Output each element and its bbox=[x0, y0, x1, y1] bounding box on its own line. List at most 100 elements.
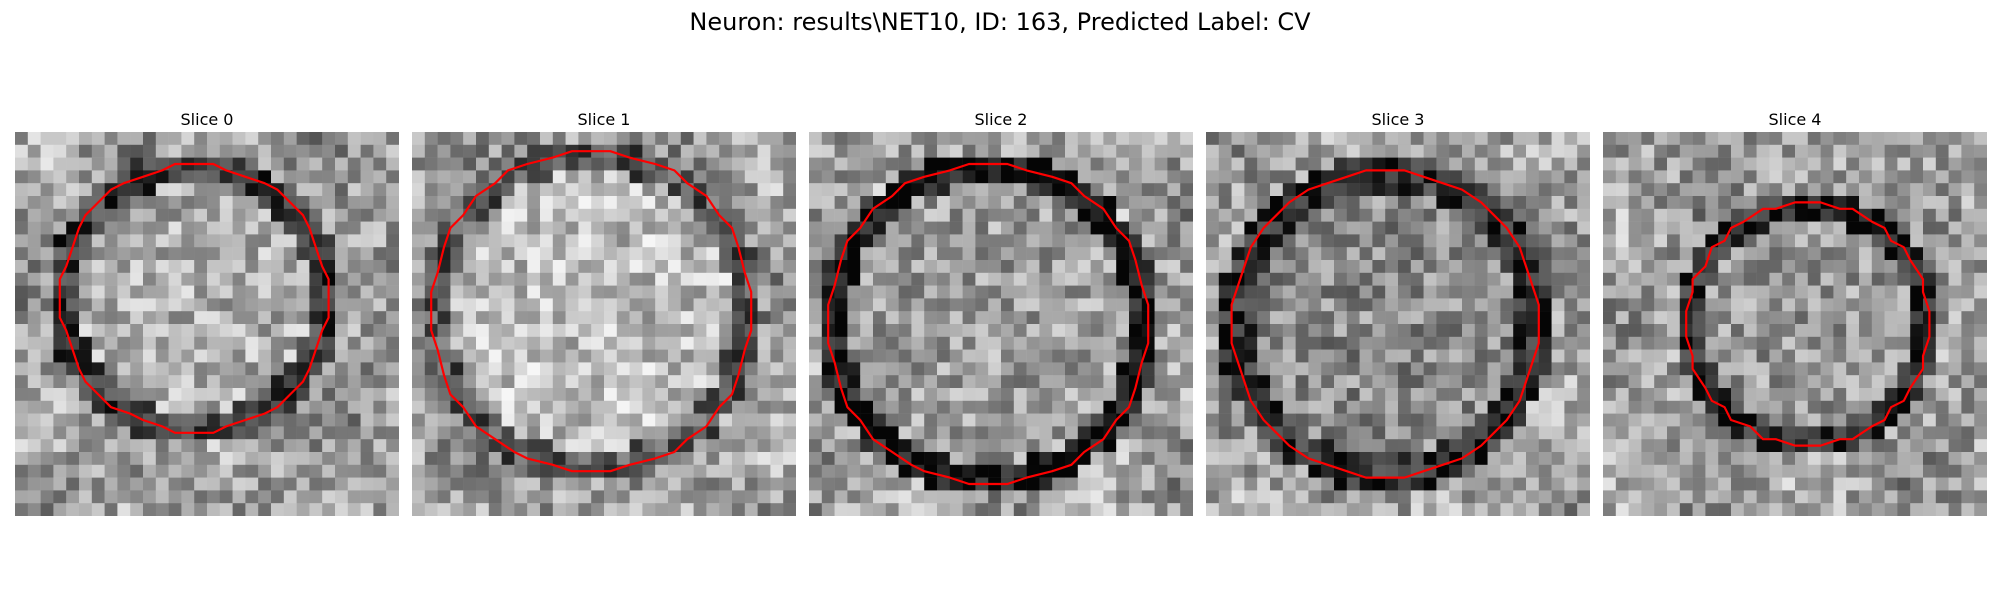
pixel bbox=[1641, 490, 1655, 504]
pixel bbox=[1782, 247, 1796, 261]
pixel bbox=[424, 503, 438, 516]
pixel bbox=[885, 234, 899, 248]
pixel bbox=[1167, 490, 1181, 504]
pixel bbox=[232, 144, 246, 158]
pixel bbox=[1167, 375, 1181, 389]
pixel bbox=[79, 144, 93, 158]
pixel bbox=[847, 324, 861, 338]
pixel bbox=[309, 400, 323, 414]
pixel bbox=[271, 503, 285, 516]
pixel bbox=[514, 336, 528, 350]
pixel bbox=[271, 298, 285, 312]
pixel bbox=[437, 311, 451, 325]
pixel bbox=[488, 196, 502, 210]
pixel bbox=[1756, 324, 1770, 338]
pixel bbox=[104, 413, 118, 427]
pixel bbox=[1615, 439, 1629, 453]
pixel bbox=[1244, 157, 1258, 171]
pixel bbox=[975, 247, 989, 261]
pixel bbox=[1538, 336, 1552, 350]
pixel bbox=[1923, 234, 1937, 248]
pixel bbox=[1526, 452, 1540, 466]
pixel bbox=[1013, 272, 1027, 286]
pixel bbox=[79, 388, 93, 402]
pixel bbox=[1001, 400, 1015, 414]
pixel bbox=[1398, 439, 1412, 453]
pixel bbox=[1462, 208, 1476, 222]
pixel bbox=[616, 336, 630, 350]
pixel bbox=[155, 247, 169, 261]
pixel bbox=[1206, 208, 1220, 222]
pixel bbox=[1654, 452, 1668, 466]
pixel bbox=[783, 439, 796, 453]
pixel bbox=[450, 234, 464, 248]
pixel bbox=[412, 503, 426, 516]
pixel bbox=[898, 234, 912, 248]
pixel bbox=[1090, 490, 1104, 504]
pixel bbox=[1551, 388, 1565, 402]
pixel bbox=[1679, 157, 1693, 171]
pixel bbox=[271, 426, 285, 440]
pixel bbox=[1769, 144, 1783, 158]
pixel bbox=[540, 170, 554, 184]
pixel bbox=[1692, 477, 1706, 491]
pixel bbox=[1743, 170, 1757, 184]
pixel bbox=[104, 464, 118, 478]
pixel bbox=[91, 144, 105, 158]
pixel bbox=[1065, 349, 1079, 363]
pixel bbox=[1270, 413, 1284, 427]
pixel bbox=[91, 503, 105, 516]
pixel bbox=[1795, 132, 1809, 146]
pixel bbox=[1116, 247, 1130, 261]
pixel bbox=[732, 336, 746, 350]
pixel bbox=[1871, 388, 1885, 402]
pixel bbox=[91, 426, 105, 440]
pixel bbox=[527, 426, 541, 440]
pixel bbox=[962, 452, 976, 466]
pixel bbox=[873, 221, 887, 235]
pixel bbox=[1615, 324, 1629, 338]
pixel bbox=[757, 439, 771, 453]
pixel bbox=[1449, 144, 1463, 158]
pixel bbox=[181, 170, 195, 184]
pixel bbox=[642, 285, 656, 299]
pixel bbox=[1833, 183, 1847, 197]
pixel bbox=[578, 413, 592, 427]
pixel bbox=[1180, 503, 1193, 516]
pixel bbox=[1513, 272, 1527, 286]
pixel bbox=[501, 311, 515, 325]
pixel bbox=[232, 324, 246, 338]
pixel bbox=[757, 132, 771, 146]
pixel bbox=[834, 132, 848, 146]
pixel bbox=[1769, 221, 1783, 235]
pixel bbox=[1743, 349, 1757, 363]
pixel bbox=[476, 144, 490, 158]
pixel bbox=[15, 311, 29, 325]
pixel bbox=[1897, 400, 1911, 414]
pixel bbox=[27, 503, 41, 516]
pixel bbox=[437, 336, 451, 350]
pixel bbox=[1321, 464, 1335, 478]
pixel bbox=[514, 400, 528, 414]
pixel bbox=[1321, 439, 1335, 453]
pixel bbox=[219, 170, 233, 184]
pixel bbox=[873, 183, 887, 197]
pixel bbox=[207, 413, 221, 427]
pixel bbox=[424, 464, 438, 478]
pixel bbox=[1820, 170, 1834, 184]
pixel bbox=[693, 477, 707, 491]
pixel bbox=[1270, 183, 1284, 197]
pixel bbox=[1449, 285, 1463, 299]
pixel bbox=[1603, 247, 1617, 261]
pixel bbox=[975, 298, 989, 312]
pixel bbox=[283, 375, 297, 389]
pixel bbox=[1001, 260, 1015, 274]
pixel bbox=[117, 490, 131, 504]
pixel bbox=[616, 170, 630, 184]
pixel bbox=[1359, 413, 1373, 427]
pixel bbox=[809, 247, 823, 261]
pixel bbox=[757, 234, 771, 248]
pixel bbox=[1871, 260, 1885, 274]
pixel bbox=[693, 464, 707, 478]
slice-panel-1: Slice 1 bbox=[412, 108, 796, 516]
